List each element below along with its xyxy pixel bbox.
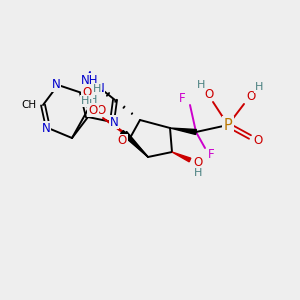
Text: H: H — [197, 80, 205, 90]
Polygon shape — [121, 130, 148, 157]
Text: O: O — [117, 134, 127, 148]
Text: N: N — [42, 122, 50, 134]
Text: O: O — [204, 88, 214, 100]
Polygon shape — [170, 128, 197, 134]
Text: H: H — [89, 95, 97, 105]
Text: O: O — [82, 85, 91, 98]
Text: O: O — [246, 89, 256, 103]
Text: F: F — [179, 92, 185, 104]
Text: P: P — [224, 118, 232, 133]
Text: H: H — [255, 82, 263, 92]
Text: NH: NH — [81, 74, 99, 86]
Polygon shape — [123, 131, 148, 157]
Text: H: H — [93, 84, 101, 94]
Text: O: O — [194, 155, 202, 169]
Text: N: N — [52, 79, 60, 92]
Polygon shape — [172, 152, 191, 162]
Text: H: H — [194, 168, 202, 178]
Text: N: N — [96, 82, 104, 94]
Text: N: N — [110, 116, 118, 128]
Text: H: H — [81, 96, 89, 106]
Text: CH: CH — [21, 100, 36, 110]
Text: O: O — [254, 134, 262, 146]
Text: F: F — [208, 148, 214, 160]
Text: O: O — [88, 103, 98, 116]
Text: O: O — [96, 103, 106, 116]
